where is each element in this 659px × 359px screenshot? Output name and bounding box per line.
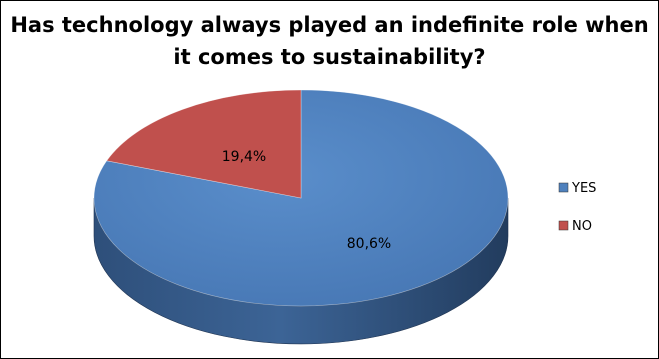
- legend-label-yes: YES: [571, 181, 596, 196]
- chart-title: Has technology always played an indefini…: [10, 13, 649, 69]
- legend-swatch-no: [558, 220, 569, 231]
- pie-slice-yes: [93, 89, 509, 307]
- legend-label-no: NO: [572, 219, 592, 234]
- pie-slice-no: [106, 89, 302, 199]
- legend: YES NO: [558, 181, 596, 234]
- data-labels: 80,6% 19,4%: [222, 149, 391, 252]
- data-label-no: 19,4%: [222, 149, 266, 165]
- legend-swatch-yes: [558, 182, 569, 193]
- data-label-yes: 80,6%: [347, 236, 391, 252]
- pie-group: [93, 89, 509, 345]
